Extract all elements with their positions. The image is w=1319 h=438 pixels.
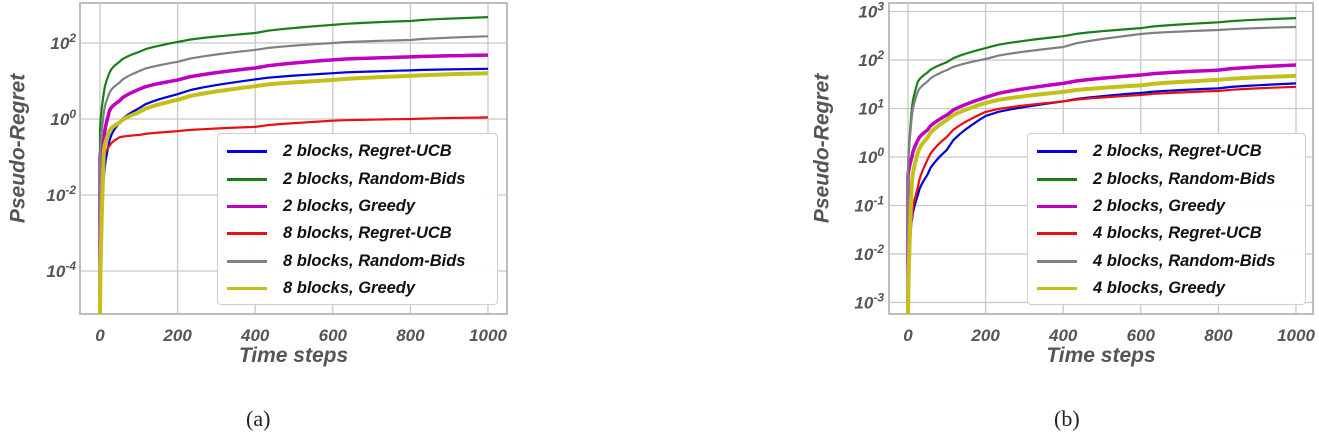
y-axis-label: Pseudo-Regret (811, 73, 834, 223)
legend-label: 4 blocks, Random-Bids (1093, 251, 1276, 270)
x-tick-label: 600 (1127, 326, 1156, 345)
legend-item: 8 blocks, Greedy (218, 275, 497, 302)
y-tick-label: 102 (50, 31, 76, 53)
series-line (906, 63, 1297, 314)
legend-swatch (227, 177, 267, 181)
legend-item: 2 blocks, Random-Bids (1028, 165, 1305, 192)
series-line (906, 73, 1297, 314)
legend-swatch (1037, 287, 1077, 291)
x-tick-label: 400 (240, 326, 270, 345)
series-line (98, 67, 489, 314)
series-line (98, 16, 489, 314)
legend-item: 8 blocks, Regret-UCB (218, 220, 497, 247)
x-tick-label: 1000 (1277, 326, 1315, 345)
x-tick-label: 0 (903, 326, 913, 345)
series-line (906, 82, 1297, 314)
plot-frame (79, 2, 508, 315)
series-line (98, 35, 489, 314)
legend-item: 4 blocks, Greedy (1028, 275, 1305, 302)
legend-swatch (227, 150, 267, 154)
legend-item: 2 blocks, Random-Bids (218, 165, 497, 192)
legend-item: 2 blocks, Regret-UCB (1028, 138, 1305, 165)
series-line (98, 53, 489, 314)
y-tick-label: 10-2 (854, 242, 884, 264)
y-axis-label: Pseudo-Regret (7, 73, 30, 223)
legend-swatch (1037, 177, 1077, 181)
y-tick-label: 10-4 (46, 259, 76, 281)
chart-legend-a: 2 blocks, Regret-UCB 2 blocks, Random-Bid… (217, 133, 498, 305)
x-axis-label: Time steps (1046, 344, 1155, 367)
chart-panel-a: 0 200 400 600 800 1000 Time steps 10-4 10-2 100 10… (0, 0, 520, 400)
legend-label: 2 blocks, Greedy (283, 196, 416, 215)
legend-swatch (227, 232, 267, 236)
y-tick-label: 10-3 (854, 291, 884, 313)
chart-legend-b: 2 blocks, Regret-UCB 2 blocks, Random-Bid… (1027, 133, 1306, 305)
legend-label: 2 blocks, Regret-UCB (283, 142, 452, 161)
legend-swatch (227, 287, 267, 291)
y-tick-label: 100 (858, 145, 884, 167)
legend-item: 8 blocks, Random-Bids (218, 248, 497, 275)
series-line (98, 116, 489, 314)
legend-swatch (1037, 204, 1077, 208)
legend-label: 2 blocks, Greedy (1093, 196, 1226, 215)
legend-item: 2 blocks, Regret-UCB (218, 138, 497, 165)
legend-swatch (1037, 150, 1077, 154)
y-tick-label: 10-2 (46, 183, 76, 205)
legend-label: 4 blocks, Regret-UCB (1093, 224, 1262, 243)
y-tick-label: 103 (858, 0, 884, 22)
legend-item: 2 blocks, Greedy (218, 193, 497, 220)
legend-item: 4 blocks, Random-Bids (1028, 248, 1305, 275)
x-tick-label: 200 (162, 326, 192, 345)
x-axis-label: Time steps (239, 344, 348, 367)
legend-label: 8 blocks, Regret-UCB (283, 224, 452, 243)
legend-label: 8 blocks, Random-Bids (283, 251, 466, 270)
chart-plot-a: 0 200 400 600 800 1000 Time steps 10-4 10-2 100 10… (7, 2, 508, 367)
caption-a: (a) (246, 406, 271, 431)
legend-item: 4 blocks, Regret-UCB (1028, 220, 1305, 247)
x-tick-label: 200 (970, 326, 1000, 345)
caption-b: (b) (1054, 406, 1080, 431)
legend-label: 4 blocks, Greedy (1093, 279, 1226, 298)
x-tick-label: 0 (95, 326, 105, 345)
series-line (906, 17, 1297, 314)
legend-label: 2 blocks, Random-Bids (1093, 169, 1276, 188)
series-line (98, 71, 489, 314)
legend-swatch (227, 259, 267, 263)
legend-label: 8 blocks, Greedy (283, 279, 416, 298)
plot-frame (888, 2, 1314, 315)
legend-swatch (1037, 259, 1077, 263)
x-tick-label: 400 (1048, 326, 1078, 345)
legend-swatch (1037, 232, 1077, 236)
legend-label: 2 blocks, Regret-UCB (1093, 142, 1262, 161)
series-line (906, 25, 1297, 314)
x-tick-label: 800 (396, 326, 425, 345)
y-tick-label: 102 (858, 48, 884, 70)
y-tick-label: 100 (50, 107, 76, 129)
series-line (906, 85, 1297, 314)
y-tick-label: 101 (858, 97, 884, 119)
x-tick-label: 800 (1204, 326, 1233, 345)
chart-panel-b: 0 200 400 600 800 1000 Time steps 10-3 10-2 10-1 1… (800, 0, 1319, 400)
legend-label: 2 blocks, Random-Bids (283, 169, 466, 188)
legend-item: 2 blocks, Greedy (1028, 193, 1305, 220)
y-tick-label: 10-1 (854, 194, 884, 216)
x-tick-label: 600 (319, 326, 348, 345)
x-tick-label: 1000 (469, 326, 507, 345)
legend-swatch (227, 204, 267, 208)
